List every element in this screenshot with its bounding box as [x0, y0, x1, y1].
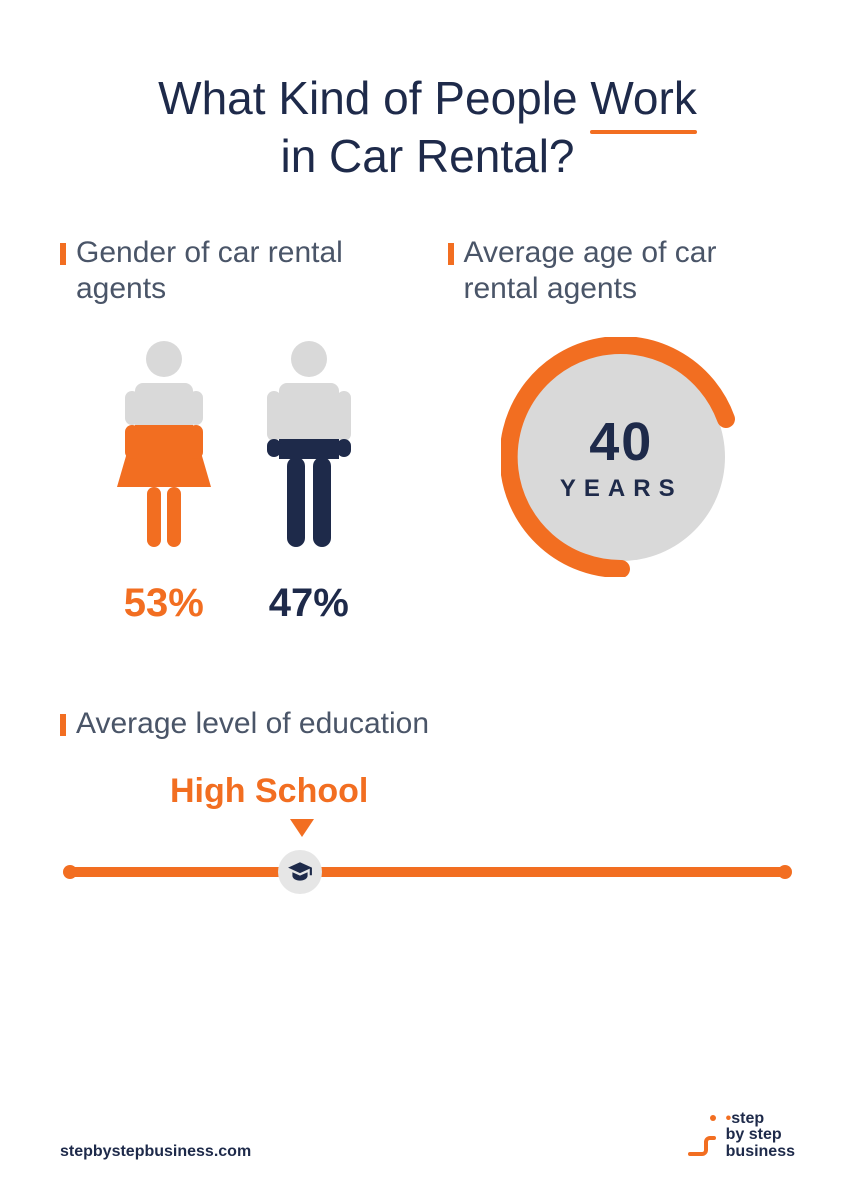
gender-section-label: Gender of car rental agents — [60, 235, 408, 307]
female-icon — [109, 337, 219, 557]
education-track — [70, 867, 785, 877]
age-section-label: Average age of car rental agents — [448, 235, 796, 307]
gender-section: Gender of car rental agents — [60, 235, 408, 626]
gender-label-text: Gender of car rental agents — [76, 235, 408, 307]
male-icon — [259, 337, 359, 557]
logo-line1: step — [731, 1110, 764, 1127]
age-value: 40 — [589, 411, 653, 473]
graduation-cap-icon — [287, 859, 313, 885]
bullet-tick-icon — [448, 243, 454, 265]
age-text: 40 YEARS — [501, 337, 741, 577]
age-label-text: Average age of car rental agents — [464, 235, 796, 307]
gender-figures: 53% — [60, 337, 408, 626]
male-percent: 47% — [269, 581, 349, 626]
bullet-tick-icon — [60, 714, 66, 736]
brand-logo: •step by step business — [688, 1111, 795, 1161]
age-section: Average age of car rental agents 40 YEAR… — [448, 235, 796, 626]
steps-icon — [688, 1114, 718, 1158]
education-marker — [278, 850, 322, 894]
chevron-down-icon — [290, 819, 314, 837]
title-underlined-word: Work — [590, 70, 697, 128]
logo-line3: business — [726, 1143, 795, 1160]
education-level: High School — [170, 772, 795, 811]
education-label-text: Average level of education — [76, 706, 429, 742]
education-section-label: Average level of education — [60, 706, 795, 742]
education-track-wrap — [60, 819, 795, 877]
bullet-tick-icon — [60, 243, 66, 265]
page-title: What Kind of People Work in Car Rental? — [60, 70, 795, 185]
female-percent: 53% — [124, 581, 204, 626]
age-unit: YEARS — [560, 475, 683, 503]
logo-line2: by step — [726, 1126, 782, 1143]
education-section: Average level of education High School — [60, 706, 795, 877]
age-chart: 40 YEARS — [448, 337, 796, 577]
stats-row: Gender of car rental agents — [60, 235, 795, 626]
female-figure: 53% — [109, 337, 219, 626]
title-line1-before: What Kind of People — [158, 72, 590, 124]
age-circle: 40 YEARS — [501, 337, 741, 577]
male-figure: 47% — [259, 337, 359, 626]
footer: stepbystepbusiness.com •step by step bus… — [60, 1111, 795, 1161]
brand-logo-text: •step by step business — [726, 1111, 795, 1161]
site-url: stepbystepbusiness.com — [60, 1143, 251, 1161]
title-line2: in Car Rental? — [280, 130, 574, 182]
